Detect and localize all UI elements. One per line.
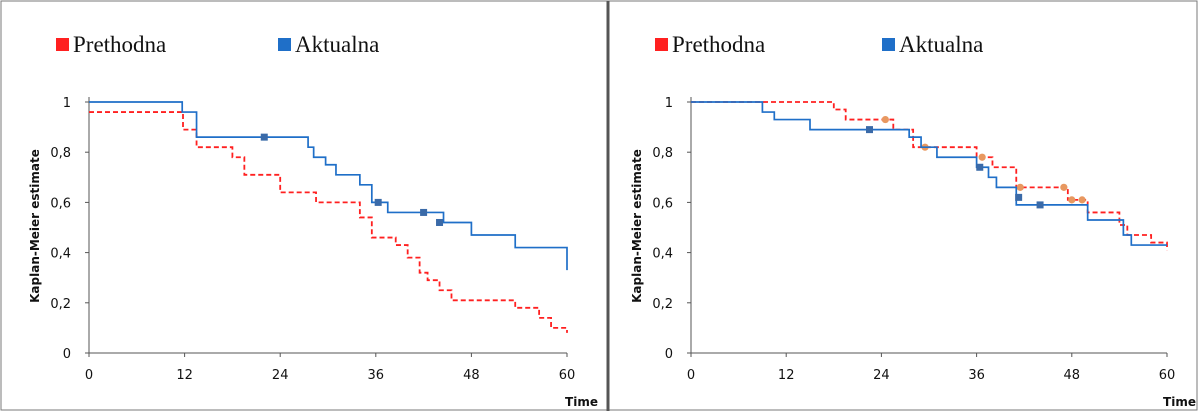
x-tick-label: 24: [873, 368, 890, 383]
x-tick-label: 48: [1064, 368, 1081, 383]
y-tick-label: 1: [665, 96, 673, 111]
y-tick-label: 0,8: [50, 146, 71, 161]
x-tick-label: 36: [968, 368, 985, 383]
axes-right: 0 0,2 0,4 0,6 0,8 1 0 12 24 36 48 60 Kaplan-Meier …: [630, 96, 1196, 409]
legend-label-prethodna: Prethodna: [73, 32, 166, 57]
x-axis-label: Time: [1163, 395, 1196, 409]
censor-mark-prethodna: [1016, 183, 1024, 191]
axes-left: 0 0,2 0,4 0,6 0,8 1 0 12 24 36 48 60 Kaplan-Meier …: [28, 96, 598, 409]
series-line-aktualna: [691, 101, 1167, 246]
y-tick-label: 0,4: [652, 247, 673, 262]
censor-mark-aktualna: [436, 218, 444, 226]
legend-left: Prethodna Aktualna: [56, 32, 379, 57]
y-tick-label: 1: [63, 96, 71, 111]
plot-area-right: [691, 101, 1168, 251]
x-tick-label: 36: [368, 368, 385, 383]
series-line-aktualna: [89, 101, 568, 271]
legend-swatch-aktualna: [278, 38, 291, 51]
y-tick-label: 0,8: [652, 146, 673, 161]
legend-swatch-prethodna: [56, 38, 69, 51]
y-tick-label: 0,6: [50, 196, 71, 211]
censor-mark-prethodna: [1078, 196, 1086, 204]
y-tick-label: 0,4: [50, 247, 71, 262]
legend-swatch-aktualna: [882, 38, 895, 51]
censor-mark-aktualna: [976, 163, 984, 171]
panel-left: Prethodna Aktualna 0 0,2 0,4 0,6 0,8 1 0 12 24 3…: [28, 32, 598, 409]
legend-label-aktualna: Aktualna: [295, 32, 379, 57]
series-line-prethodna: [691, 101, 1168, 251]
censor-mark-aktualna: [420, 208, 428, 216]
x-tick-label: 60: [1159, 368, 1176, 383]
censor-mark-aktualna: [260, 133, 268, 141]
y-tick-label: 0: [665, 347, 673, 362]
x-tick-label: 12: [176, 368, 193, 383]
plot-area-left: [89, 101, 568, 333]
x-tick-label: 24: [272, 368, 289, 383]
legend-right: Prethodna Aktualna: [655, 32, 983, 57]
censor-mark-aktualna: [1036, 201, 1044, 209]
censor-mark-aktualna: [374, 198, 382, 206]
y-axis-label: Kaplan-Meier estimate: [630, 149, 644, 303]
y-tick-label: 0,2: [652, 297, 673, 312]
panel-right: Prethodna Aktualna 0 0,2 0,4 0,6 0,8 1 0 12 24 3…: [630, 32, 1196, 409]
legend-label-prethodna: Prethodna: [672, 32, 765, 57]
legend-swatch-prethodna: [655, 38, 668, 51]
y-axis-label: Kaplan-Meier estimate: [28, 149, 42, 303]
censor-mark-aktualna: [866, 126, 873, 134]
censor-mark-prethodna: [1068, 196, 1076, 204]
censor-mark-prethodna: [881, 115, 889, 124]
series-line-prethodna: [89, 111, 568, 333]
x-axis-label: Time: [565, 395, 598, 409]
y-tick-label: 0,6: [652, 196, 673, 211]
legend-label-aktualna: Aktualna: [899, 32, 983, 57]
censor-mark-prethodna: [978, 153, 986, 161]
y-tick-label: 0: [63, 347, 71, 362]
x-tick-label: 60: [559, 368, 576, 383]
x-tick-label: 48: [463, 368, 480, 383]
x-tick-label: 0: [687, 368, 695, 383]
censor-mark-prethodna: [1060, 183, 1068, 191]
censor-mark-aktualna: [1015, 193, 1023, 201]
x-tick-label: 12: [778, 368, 795, 383]
x-tick-label: 0: [85, 368, 93, 383]
y-tick-label: 0,2: [50, 297, 71, 312]
